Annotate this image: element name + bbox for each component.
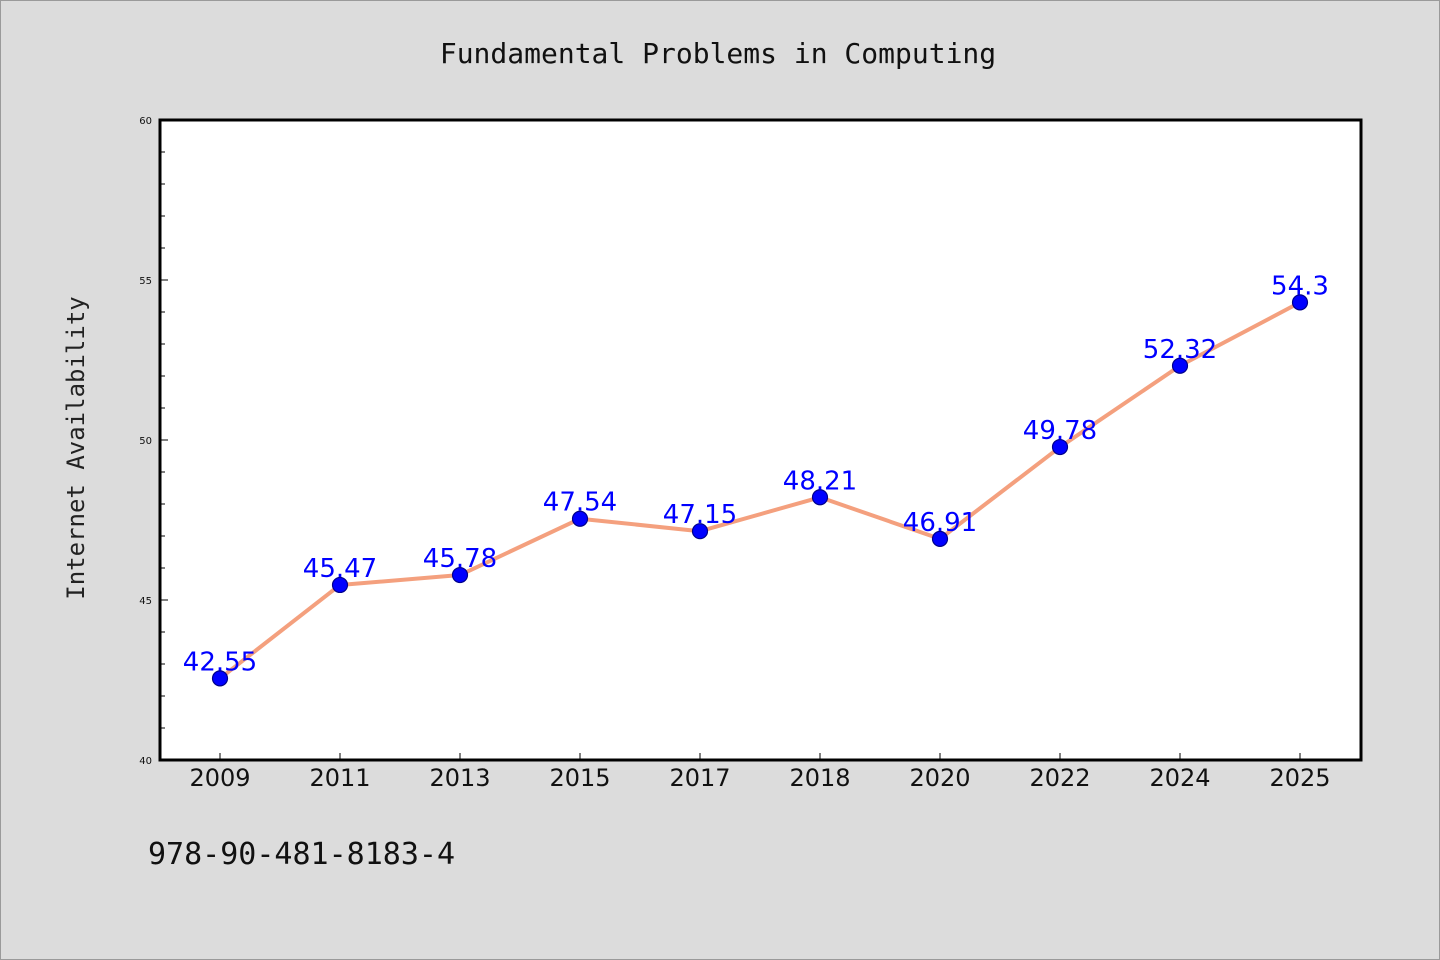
y-tick-label: 60	[139, 116, 152, 127]
data-point	[571, 510, 589, 527]
plot-area	[160, 120, 1361, 760]
x-tick-label: 2018	[789, 764, 850, 792]
data-label: 46.91	[903, 508, 977, 538]
data-label: 48.21	[783, 466, 857, 496]
data-point	[331, 576, 349, 594]
data-label: 45.78	[423, 544, 497, 574]
data-point	[451, 566, 469, 584]
isbn-annotation: 978-90-481-8183-4	[148, 837, 455, 872]
data-label: 54.3	[1271, 271, 1329, 301]
x-axis-ticks: 2009 2011 2013 2015 2017 2018 2020 2022 2024 2025	[189, 753, 1331, 792]
y-tick-label: 45	[139, 596, 152, 607]
plot-border	[158, 118, 1363, 762]
x-tick-label: 2020	[909, 764, 970, 792]
data-point	[1171, 357, 1189, 374]
data-label: 47.54	[543, 488, 617, 518]
x-tick-label: 2015	[549, 764, 610, 792]
data-label: 42.55	[183, 647, 257, 677]
y-axis-label: Internet Availability	[62, 296, 90, 599]
chart-title: Fundamental Problems in Computing	[440, 37, 996, 70]
x-tick-label: 2009	[189, 764, 250, 792]
y-tick-label: 55	[139, 276, 152, 287]
data-label: 47.15	[663, 500, 737, 530]
data-point	[1291, 294, 1309, 311]
data-label: 45.47	[303, 554, 377, 584]
series-line	[218, 300, 1302, 681]
data-point	[691, 523, 709, 540]
x-tick-label: 2017	[669, 764, 730, 792]
data-point	[811, 489, 829, 506]
data-labels: 42.55 45.47 45.78 47.54 47.15 48.21 46.91 49.78…	[183, 271, 1329, 677]
data-point	[1051, 438, 1069, 456]
data-point	[931, 530, 949, 547]
y-tick-label: 40	[139, 756, 152, 767]
x-tick-label: 2025	[1269, 764, 1330, 792]
x-tick-label: 2022	[1029, 764, 1090, 792]
x-tick-label: 2011	[309, 764, 370, 792]
x-tick-label: 2024	[1149, 764, 1210, 792]
y-tick-label: 50	[139, 436, 152, 447]
x-tick-label: 2013	[429, 764, 490, 792]
data-label: 49.78	[1023, 416, 1097, 446]
data-markers	[211, 294, 1309, 687]
data-label: 52.32	[1143, 335, 1217, 365]
data-point	[211, 670, 229, 687]
